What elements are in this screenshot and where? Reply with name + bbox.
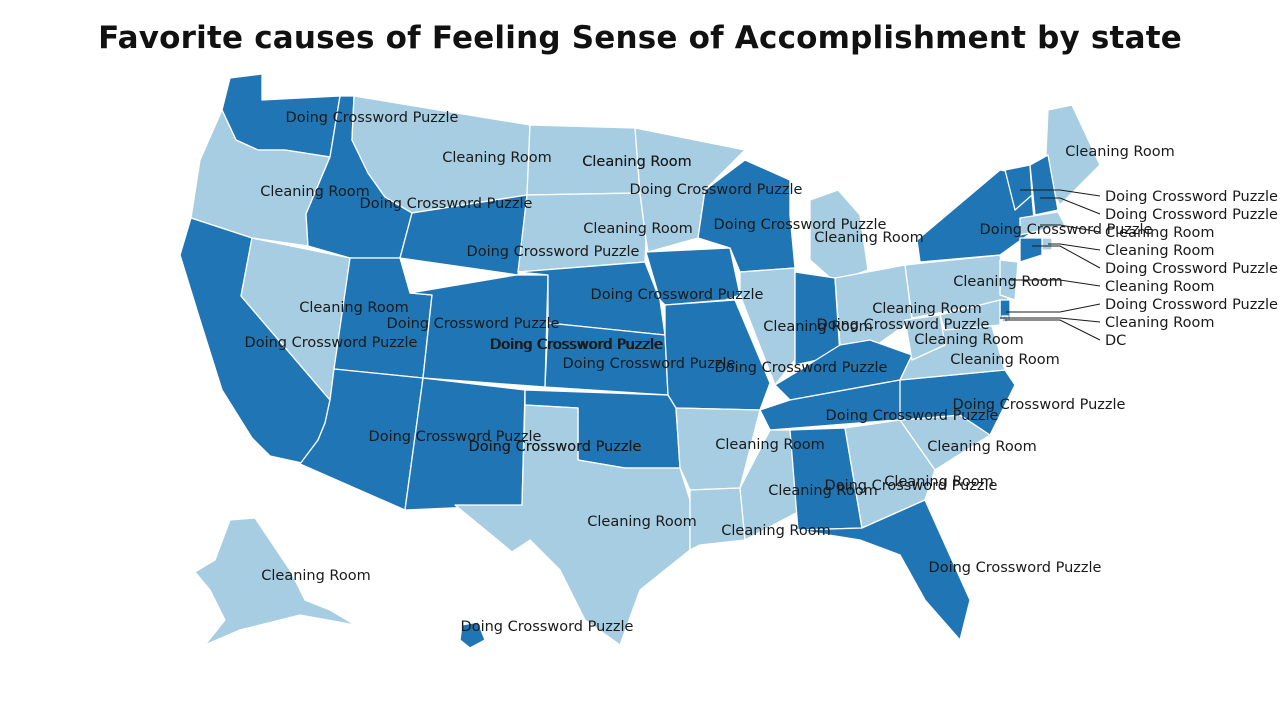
state-label-ca: Doing Crossword Puzzle	[245, 335, 418, 351]
state-label-ct: Doing Crossword Puzzle	[1105, 261, 1278, 277]
state-dc	[1001, 315, 1009, 323]
state-label-sd: Cleaning Room	[583, 221, 692, 237]
state-sd	[517, 192, 647, 273]
state-label-ri: Cleaning Room	[1105, 243, 1214, 259]
state-label-fl: Doing Crossword Puzzle	[929, 560, 1102, 576]
state-label-ok: Doing Crossword Puzzle	[469, 439, 642, 455]
state-label-nm: Doing Crossword Puzzle	[469, 439, 642, 455]
state-label-in: Doing Crossword Puzzle	[817, 317, 990, 333]
state-label-oh: Cleaning Room	[872, 301, 981, 317]
state-label-mo: Doing Crossword Puzzle	[563, 356, 736, 372]
state-la	[689, 487, 746, 551]
state-ak	[194, 517, 356, 646]
state-label-pa: Cleaning Room	[953, 274, 1062, 290]
state-label-ma: Cleaning Room	[1105, 225, 1214, 241]
state-label-tn: Doing Crossword Puzzle	[826, 408, 999, 424]
state-label-la: Cleaning Room	[721, 523, 830, 539]
leader-line-ct	[1032, 245, 1101, 269]
state-label-ks: Doing Crossword Puzzle	[490, 337, 663, 353]
state-nj	[999, 259, 1019, 301]
state-label-wi: Doing Crossword Puzzle	[714, 217, 887, 233]
state-label-wv: Cleaning Room	[950, 352, 1059, 368]
state-label-vt: Doing Crossword Puzzle	[1105, 189, 1278, 205]
state-mi	[809, 189, 869, 283]
state-ga	[844, 419, 936, 529]
state-label-tx: Cleaning Room	[587, 514, 696, 530]
leader-line-ma	[1040, 224, 1101, 233]
state-label-nc: Doing Crossword Puzzle	[953, 397, 1126, 413]
state-label-dc: DC	[1105, 333, 1126, 349]
state-label-mn: Cleaning Room	[582, 154, 691, 170]
state-label-nj: Cleaning Room	[1105, 279, 1214, 295]
leader-line-md	[1000, 317, 1101, 323]
state-label-ne: Doing Crossword Puzzle	[591, 287, 764, 303]
state-label-il: Cleaning Room	[763, 319, 872, 335]
state-label-nd: Cleaning Room	[582, 154, 691, 170]
state-oh	[834, 264, 913, 351]
state-tx	[454, 404, 691, 646]
state-label-az: Doing Crossword Puzzle	[369, 429, 542, 445]
state-md	[939, 299, 1001, 331]
state-label-hi: Doing Crossword Puzzle	[461, 619, 634, 635]
state-label-me: Cleaning Room	[1065, 144, 1174, 160]
state-label-va: Cleaning Room	[914, 332, 1023, 348]
state-wv	[904, 314, 946, 361]
state-wi	[697, 159, 796, 273]
leader-line-dc	[1005, 319, 1101, 341]
state-hi	[459, 621, 486, 649]
state-label-ky: Doing Crossword Puzzle	[715, 360, 888, 376]
state-label-mi: Cleaning Room	[814, 230, 923, 246]
state-il	[739, 267, 796, 386]
state-label-ia: Doing Crossword Puzzle	[630, 182, 803, 198]
leader-line-ri	[1048, 243, 1101, 251]
state-ct	[1019, 237, 1043, 263]
leader-line-vt	[1020, 189, 1101, 197]
state-label-ut: Doing Crossword Puzzle	[387, 316, 560, 332]
state-label-nv: Cleaning Room	[299, 300, 408, 316]
state-vt	[1004, 164, 1033, 211]
state-label-md: Cleaning Room	[1105, 315, 1214, 331]
state-fl	[797, 499, 971, 641]
leader-line-de	[1006, 303, 1101, 313]
state-label-id: Doing Crossword Puzzle	[360, 196, 533, 212]
state-label-ar: Cleaning Room	[715, 437, 824, 453]
state-label-ms: Cleaning Room	[768, 483, 877, 499]
state-label-co: Doing Crossword Puzzle	[491, 337, 664, 353]
state-label-wa: Doing Crossword Puzzle	[286, 110, 459, 126]
leader-line-nh	[1040, 197, 1101, 215]
state-ma	[1019, 211, 1066, 236]
state-label-de: Doing Crossword Puzzle	[1105, 297, 1278, 313]
state-label-mt: Cleaning Room	[442, 150, 551, 166]
state-label-or: Cleaning Room	[260, 184, 369, 200]
state-mn	[634, 127, 746, 253]
state-label-ny: Doing Crossword Puzzle	[980, 222, 1153, 238]
state-label-wy: Doing Crossword Puzzle	[467, 244, 640, 260]
state-label-ga: Cleaning Room	[884, 474, 993, 490]
state-label-nh: Doing Crossword Puzzle	[1105, 207, 1278, 223]
state-label-sc: Cleaning Room	[927, 439, 1036, 455]
state-label-ak: Cleaning Room	[261, 568, 370, 584]
leader-line-nj	[1010, 279, 1101, 287]
map-title: Favorite causes of Feeling Sense of Acco…	[98, 20, 1182, 56]
state-label-al: Doing Crossword Puzzle	[825, 478, 998, 494]
state-nh	[1029, 154, 1059, 216]
